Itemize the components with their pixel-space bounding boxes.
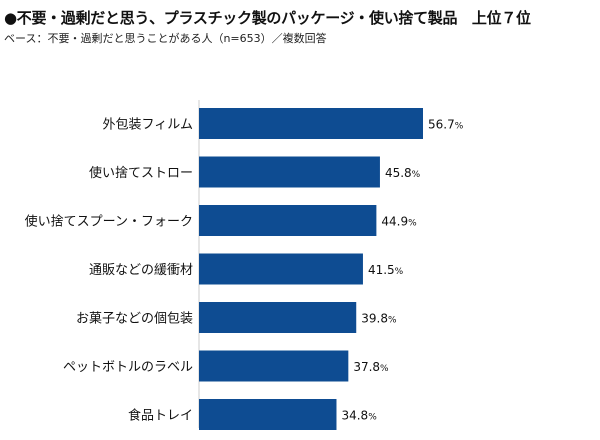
bar (199, 156, 380, 188)
bar (199, 350, 349, 382)
category-label: 外包装フィルム (103, 118, 193, 133)
bar (199, 253, 363, 285)
category-label: 使い捨てストロー (89, 165, 193, 181)
chart-title: ●不要・過剰だと思う、プラスチック製のパッケージ・使い捨て製品 上位７位 (4, 9, 531, 27)
category-label: ペットボトルのラベル (63, 360, 193, 375)
value-number: 39.8 (361, 312, 388, 326)
value-label: 44.9% (381, 215, 417, 229)
value-label: 34.8% (341, 409, 377, 423)
value-number: 34.8 (341, 409, 368, 423)
value-unit: % (388, 316, 397, 326)
value-label: 39.8% (361, 312, 397, 326)
value-number: 44.9 (381, 215, 408, 229)
value-label: 37.8% (353, 360, 389, 374)
value-unit: % (408, 219, 417, 229)
value-label: 41.5% (368, 263, 404, 277)
value-unit: % (395, 267, 404, 277)
bar (199, 399, 337, 430)
category-label: お菓子などの個包装 (76, 312, 193, 327)
value-label: 56.7% (428, 118, 464, 132)
value-unit: % (412, 170, 421, 180)
bar (199, 205, 377, 236)
chart-subtitle: ベース：不要・過剰だと思うことがある人（n=653）／複数回答 (4, 32, 327, 45)
value-unit: % (455, 122, 464, 132)
value-number: 37.8 (353, 360, 380, 374)
value-unit: % (368, 413, 377, 423)
value-number: 45.8 (385, 166, 412, 180)
bar (199, 302, 357, 333)
bars-group: 外包装フィルム 56.7% 使い捨てストロー 45.8% 使い捨てスプーン・フォーク 44… (25, 108, 464, 430)
value-label: 45.8% (385, 166, 421, 180)
category-label: 食品トレイ (128, 408, 193, 424)
value-unit: % (380, 364, 389, 374)
value-number: 41.5 (368, 263, 395, 277)
category-label: 使い捨てスプーン・フォーク (25, 214, 193, 230)
bar (199, 108, 423, 139)
category-label: 通販などの緩衝材 (89, 263, 193, 278)
value-number: 56.7 (428, 118, 455, 132)
